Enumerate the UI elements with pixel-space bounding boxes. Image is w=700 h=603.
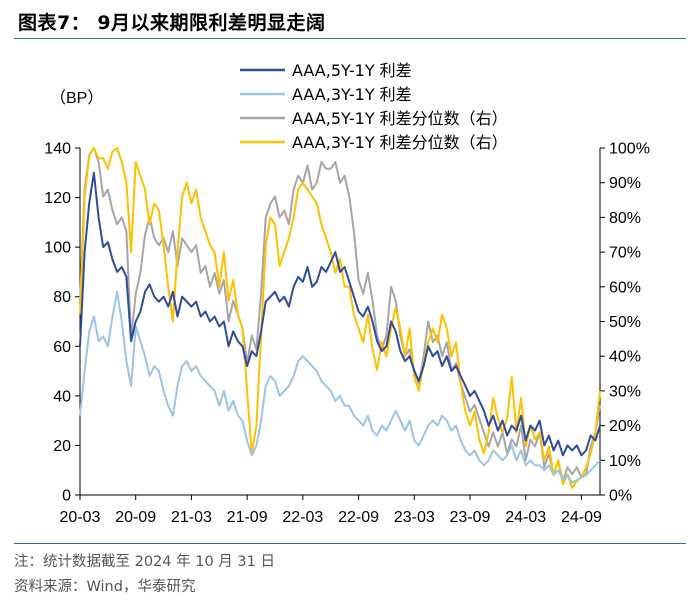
right-tick-label: 0%: [609, 488, 632, 505]
left-tick-label: 100: [44, 240, 71, 257]
right-tick-label: 10%: [609, 453, 641, 470]
series-line-1: [79, 171, 601, 457]
series-line-4: [79, 147, 601, 490]
footnote: 注：统计数据截至 2024 年 10 月 31 日: [14, 554, 275, 570]
x-tick-label: 21-09: [227, 509, 268, 526]
x-tick-label: 24-09: [561, 509, 602, 526]
right-tick-label: 50%: [609, 314, 641, 331]
x-tick-label: 22-03: [282, 509, 323, 526]
left-tick-label: 140: [44, 141, 71, 158]
left-tick-label: 40: [53, 388, 71, 405]
series-line-2: [79, 290, 601, 484]
source-note: 资料来源：Wind，华泰研究: [14, 579, 196, 595]
legend-label-3: AAA,5Y-1Y 利差分位数（右）: [292, 109, 508, 128]
right-tick-label: 80%: [609, 210, 641, 227]
right-tick-label: 90%: [609, 175, 641, 192]
x-tick-label: 22-09: [338, 509, 379, 526]
x-tick-label: 23-03: [394, 509, 435, 526]
x-tick-label: 23-09: [450, 509, 491, 526]
legend-label-2: AAA,3Y-1Y 利差: [292, 85, 412, 104]
left-axis-unit: （BP）: [50, 90, 104, 107]
legend-label-4: AAA,3Y-1Y 利差分位数（右）: [292, 133, 508, 152]
left-tick-label: 80: [53, 289, 71, 306]
series-line-3: [79, 147, 601, 483]
chart-title: 图表7： 9月以来期限利差明显走阔: [18, 12, 326, 34]
right-tick-label: 70%: [609, 245, 641, 262]
x-tick-label: 24-03: [505, 509, 546, 526]
x-tick-label: 20-09: [115, 509, 156, 526]
left-tick-label: 120: [44, 190, 71, 207]
left-tick-label: 0: [62, 488, 71, 505]
x-tick-label: 20-03: [60, 509, 101, 526]
x-tick-label: 21-03: [171, 509, 212, 526]
right-tick-label: 20%: [609, 418, 641, 435]
line-chart: 0 20 40 60 80 100 120 140 0% 10% 20% 30% 40% 50% 60% 70…: [44, 61, 650, 526]
legend-label-1: AAA,5Y-1Y 利差: [292, 61, 412, 80]
right-tick-label: 30%: [609, 383, 641, 400]
left-tick-label: 60: [53, 339, 71, 356]
right-tick-label: 60%: [609, 279, 641, 296]
right-tick-label: 100%: [609, 141, 650, 158]
title-rule: [14, 38, 686, 39]
right-tick-label: 40%: [609, 349, 641, 366]
footer-rule: [14, 543, 686, 544]
left-tick-label: 20: [53, 438, 71, 455]
